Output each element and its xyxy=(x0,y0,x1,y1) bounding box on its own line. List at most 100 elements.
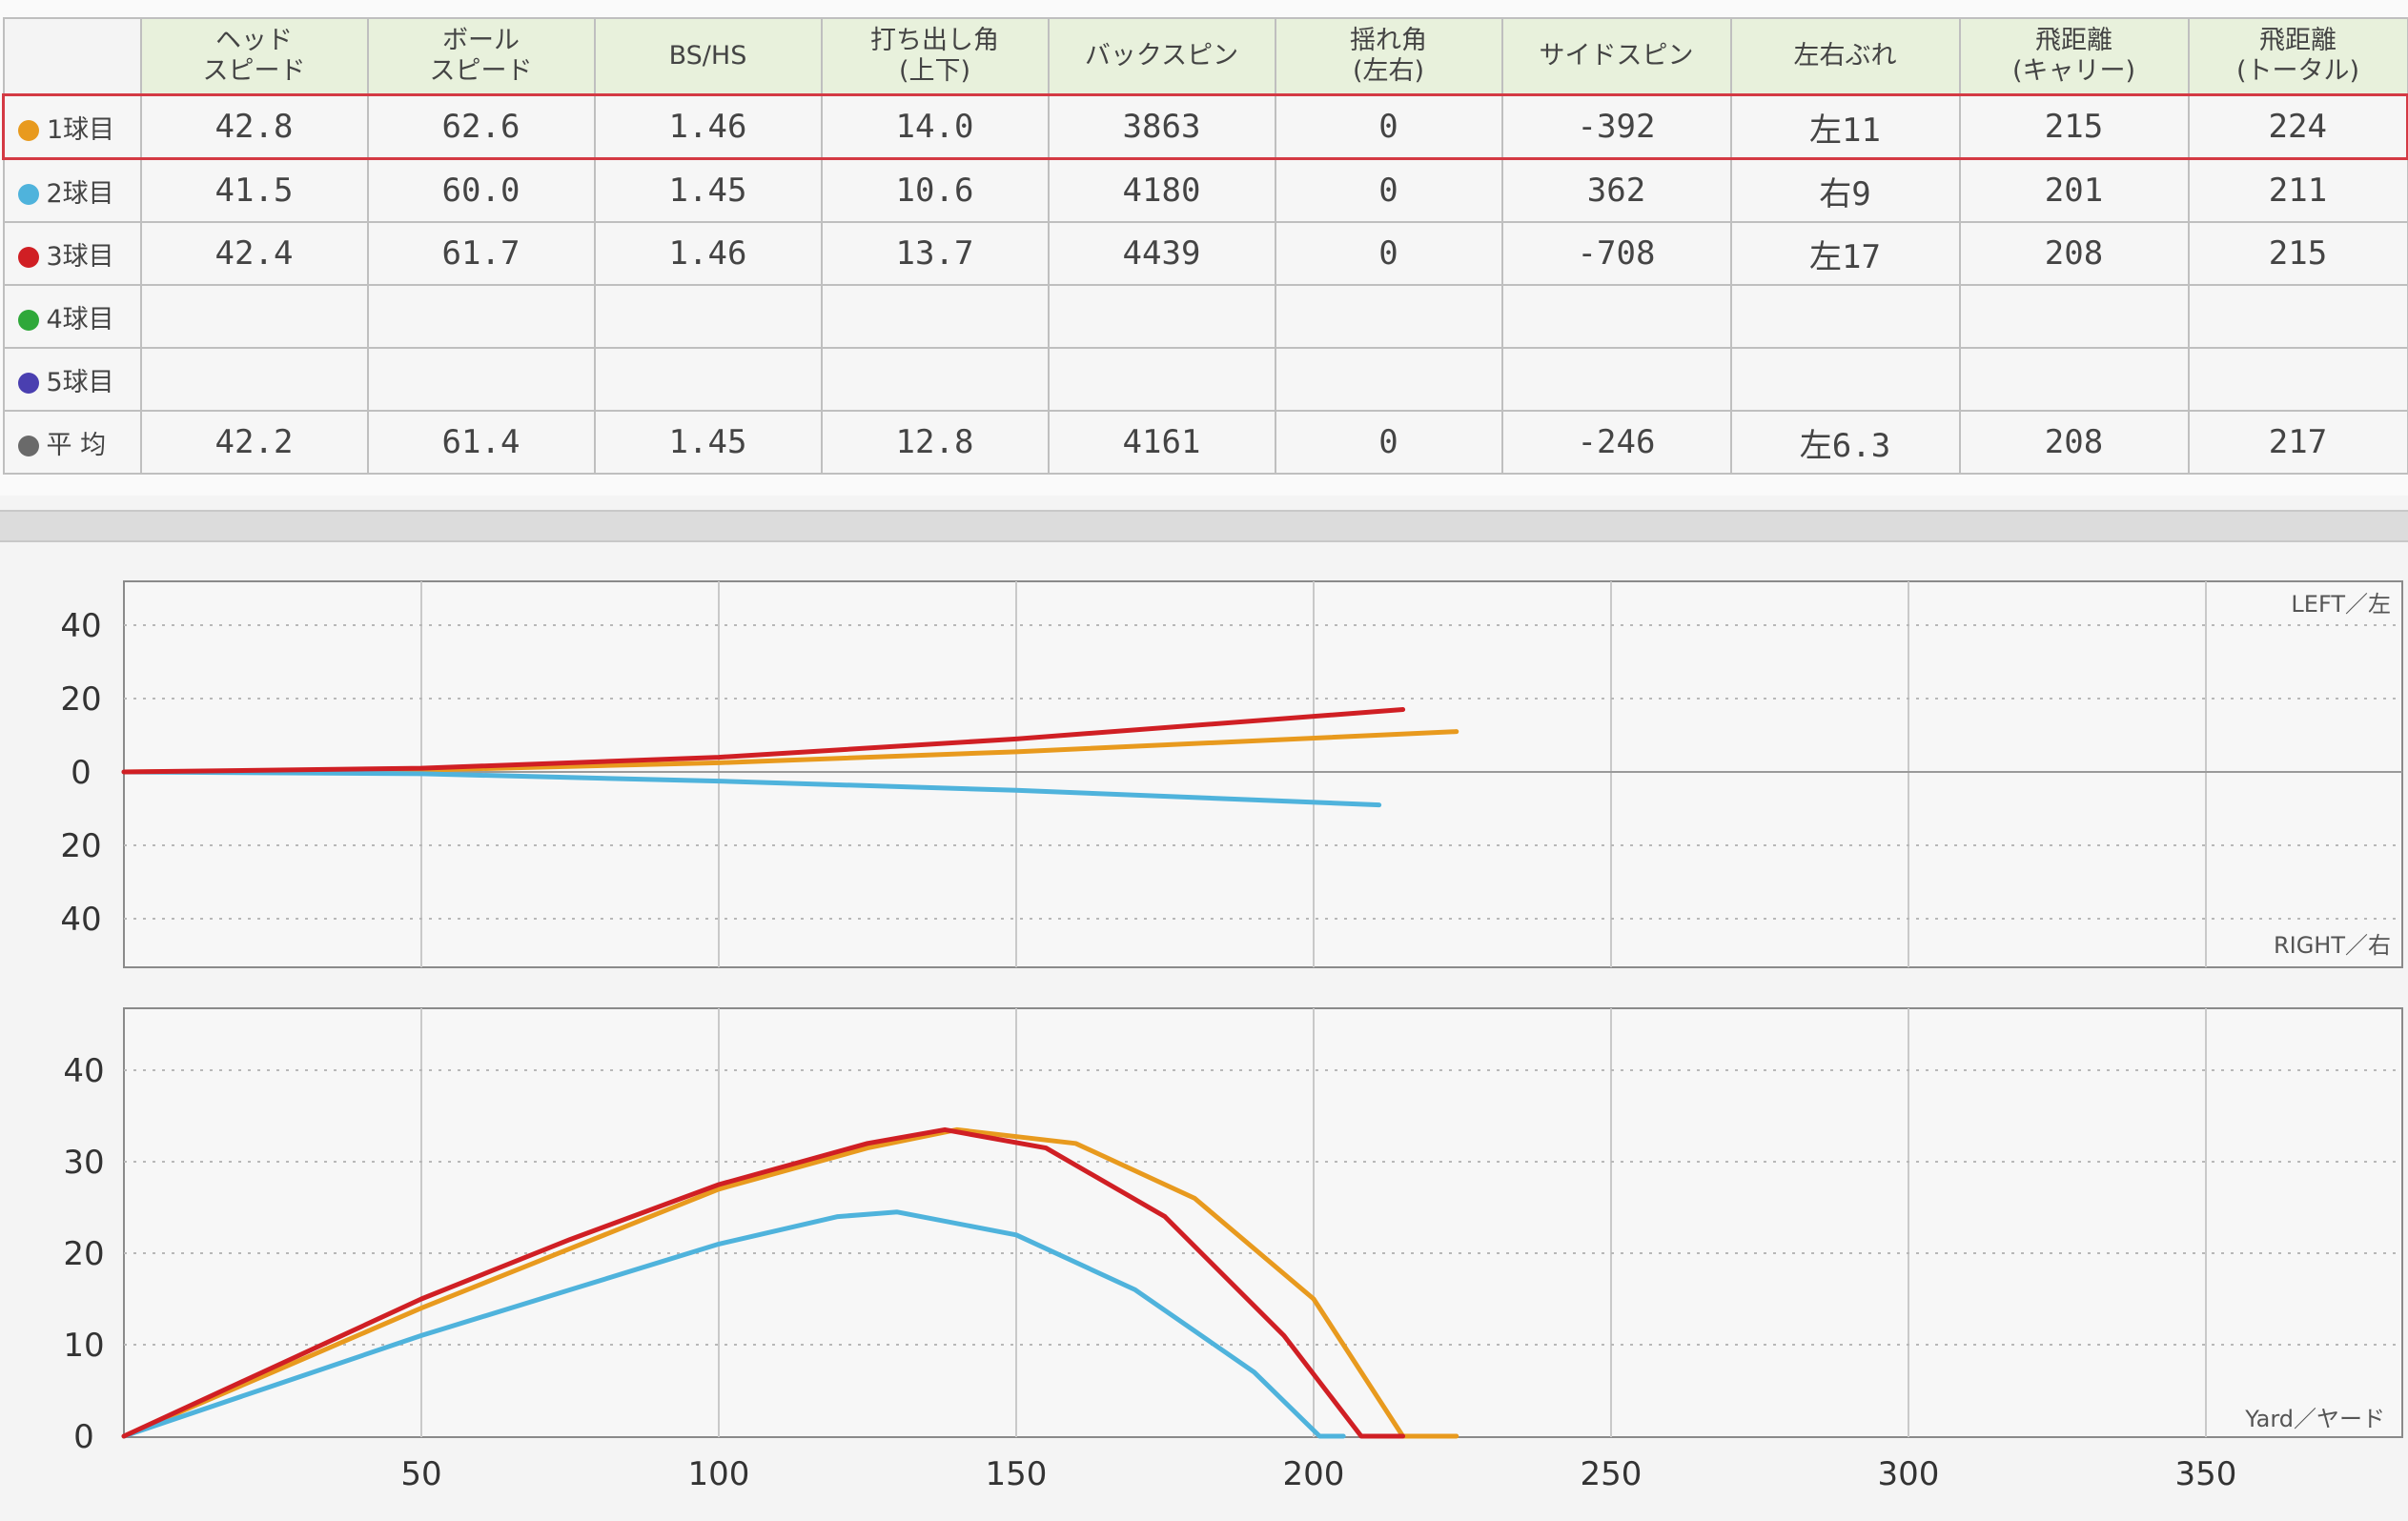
table-cell: 1.46 xyxy=(593,221,823,286)
table-cell: 13.7 xyxy=(820,221,1050,286)
table-cell: 1.45 xyxy=(593,410,823,475)
table-row[interactable]: 平 均 42.2 61.4 1.45 12.8 4161 0 -246 左6.3 208 217 xyxy=(2,410,2408,475)
table-cell xyxy=(1729,347,1961,412)
table-row[interactable]: 5球目 xyxy=(2,347,2408,412)
table-cell xyxy=(593,284,823,349)
shot-label-text: 3球目 xyxy=(46,241,114,272)
column-header: 左右ぶれ xyxy=(1729,17,1961,96)
table-cell: 4161 xyxy=(1047,410,1276,475)
table-row[interactable]: 3球目 42.4 61.7 1.46 13.7 4439 0 -708 左17 208 215 xyxy=(2,221,2408,286)
left-label: LEFT／左 xyxy=(2291,591,2391,618)
table-cell: 左17 xyxy=(1729,221,1961,286)
table-cell: 左6.3 xyxy=(1729,410,1961,475)
table-cell: 41.5 xyxy=(139,157,369,223)
shot-height-line xyxy=(121,1209,1346,1439)
table-cell xyxy=(2187,284,2408,349)
column-header: 打ち出し角 (上下) xyxy=(820,17,1050,96)
shot-label-text: 平 均 xyxy=(46,430,107,460)
shot-color-dot-icon xyxy=(17,373,39,394)
shot-data-table-area: ヘッド スピード ボール スピード BS/HS 打ち出し角 (上下) バックスピン 揺れ角… xyxy=(0,0,2408,496)
table-cell: 362 xyxy=(1500,157,1732,223)
table-row[interactable]: 4球目 xyxy=(2,284,2408,349)
shot-label-text: 4球目 xyxy=(46,304,114,335)
table-cell xyxy=(1274,284,1503,349)
table-cell: 224 xyxy=(2187,93,2408,160)
table-cell: -392 xyxy=(1500,93,1732,160)
table-cell: 4439 xyxy=(1047,221,1276,286)
table-cell: 211 xyxy=(2187,157,2408,223)
table-header-row: ヘッド スピード ボール スピード BS/HS 打ち出し角 (上下) バックスピン 揺れ角… xyxy=(2,17,2408,96)
yard-axis-label: Yard／ヤード xyxy=(2244,1406,2385,1432)
table-cell xyxy=(1500,284,1732,349)
table-cell xyxy=(139,347,369,412)
height-chart-frame xyxy=(123,1007,2403,1438)
shot-height-line xyxy=(121,1126,1406,1439)
table-cell: 0 xyxy=(1274,157,1503,223)
shot-height-line xyxy=(121,1126,1459,1439)
column-header: 飛距離 (トータル) xyxy=(2187,17,2408,96)
y-tick-label: 30 xyxy=(63,1144,104,1182)
table-cell: 0 xyxy=(1274,93,1503,160)
shot-label-text: 1球目 xyxy=(47,114,115,145)
shot-label: 5球目 xyxy=(2,347,142,412)
table-cell: 14.0 xyxy=(820,93,1050,160)
y-tick-label: 20 xyxy=(63,1235,104,1273)
x-tick-label: 200 xyxy=(1283,1455,1345,1493)
column-header: バックスピン xyxy=(1047,17,1276,96)
y-tick-label: 40 xyxy=(60,901,101,939)
table-cell: 42.2 xyxy=(139,410,369,475)
table-cell xyxy=(593,347,823,412)
y-tick-label: 20 xyxy=(60,680,101,719)
x-tick-label: 150 xyxy=(986,1455,1048,1493)
shot-direction-line xyxy=(121,769,1382,808)
table-cell: 左11 xyxy=(1729,93,1961,160)
table-cell xyxy=(820,347,1050,412)
x-tick-label: 250 xyxy=(1581,1455,1643,1493)
shot-label: 2球目 xyxy=(2,157,142,223)
shot-direction-line xyxy=(121,707,1406,775)
shot-data-table: ヘッド スピード ボール スピード BS/HS 打ち出し角 (上下) バックスピン 揺れ角… xyxy=(2,17,2408,475)
table-row[interactable]: 2球目 41.5 60.0 1.45 10.6 4180 0 362 右9 201 211 xyxy=(2,157,2408,223)
table-cell xyxy=(366,284,596,349)
column-header: サイドスピン xyxy=(1500,17,1732,96)
shot-label-text: 5球目 xyxy=(46,367,114,397)
shot-label: 平 均 xyxy=(2,410,142,475)
header-blank xyxy=(2,17,142,96)
x-tick-label: 100 xyxy=(688,1455,750,1493)
shot-color-dot-icon xyxy=(17,184,39,205)
table-cell: 42.8 xyxy=(139,93,369,160)
x-tick-label: 50 xyxy=(400,1455,441,1493)
table-cell xyxy=(366,347,596,412)
table-cell: -708 xyxy=(1500,221,1732,286)
table-cell: 4180 xyxy=(1047,157,1276,223)
right-label: RIGHT／右 xyxy=(2274,932,2391,959)
table-row[interactable]: 1球目 42.8 62.6 1.46 14.0 3863 0 -392 左11 215 224 xyxy=(2,93,2408,160)
y-tick-label: 0 xyxy=(73,1418,94,1456)
column-header: ボール スピード xyxy=(366,17,596,96)
table-cell xyxy=(1047,347,1276,412)
table-cell: 0 xyxy=(1274,221,1503,286)
table-cell xyxy=(1729,284,1961,349)
column-header: ヘッド スピード xyxy=(139,17,369,96)
y-tick-label: 40 xyxy=(60,607,101,645)
table-cell xyxy=(1958,284,2190,349)
table-cell: 3863 xyxy=(1047,93,1276,160)
y-tick-label: 10 xyxy=(63,1327,104,1365)
table-cell: 215 xyxy=(2187,221,2408,286)
table-cell: 208 xyxy=(1958,410,2190,475)
y-tick-label: 40 xyxy=(63,1052,104,1090)
section-divider xyxy=(0,510,2408,542)
table-cell xyxy=(1047,284,1276,349)
table-cell: 1.45 xyxy=(593,157,823,223)
table-cell: 208 xyxy=(1958,221,2190,286)
table-cell xyxy=(2187,347,2408,412)
table-cell: 61.7 xyxy=(366,221,596,286)
table-cell: 0 xyxy=(1274,410,1503,475)
x-tick-label: 350 xyxy=(2175,1455,2237,1493)
table-cell: 201 xyxy=(1958,157,2190,223)
table-cell xyxy=(1274,347,1503,412)
table-cell xyxy=(1500,347,1732,412)
table-cell xyxy=(139,284,369,349)
